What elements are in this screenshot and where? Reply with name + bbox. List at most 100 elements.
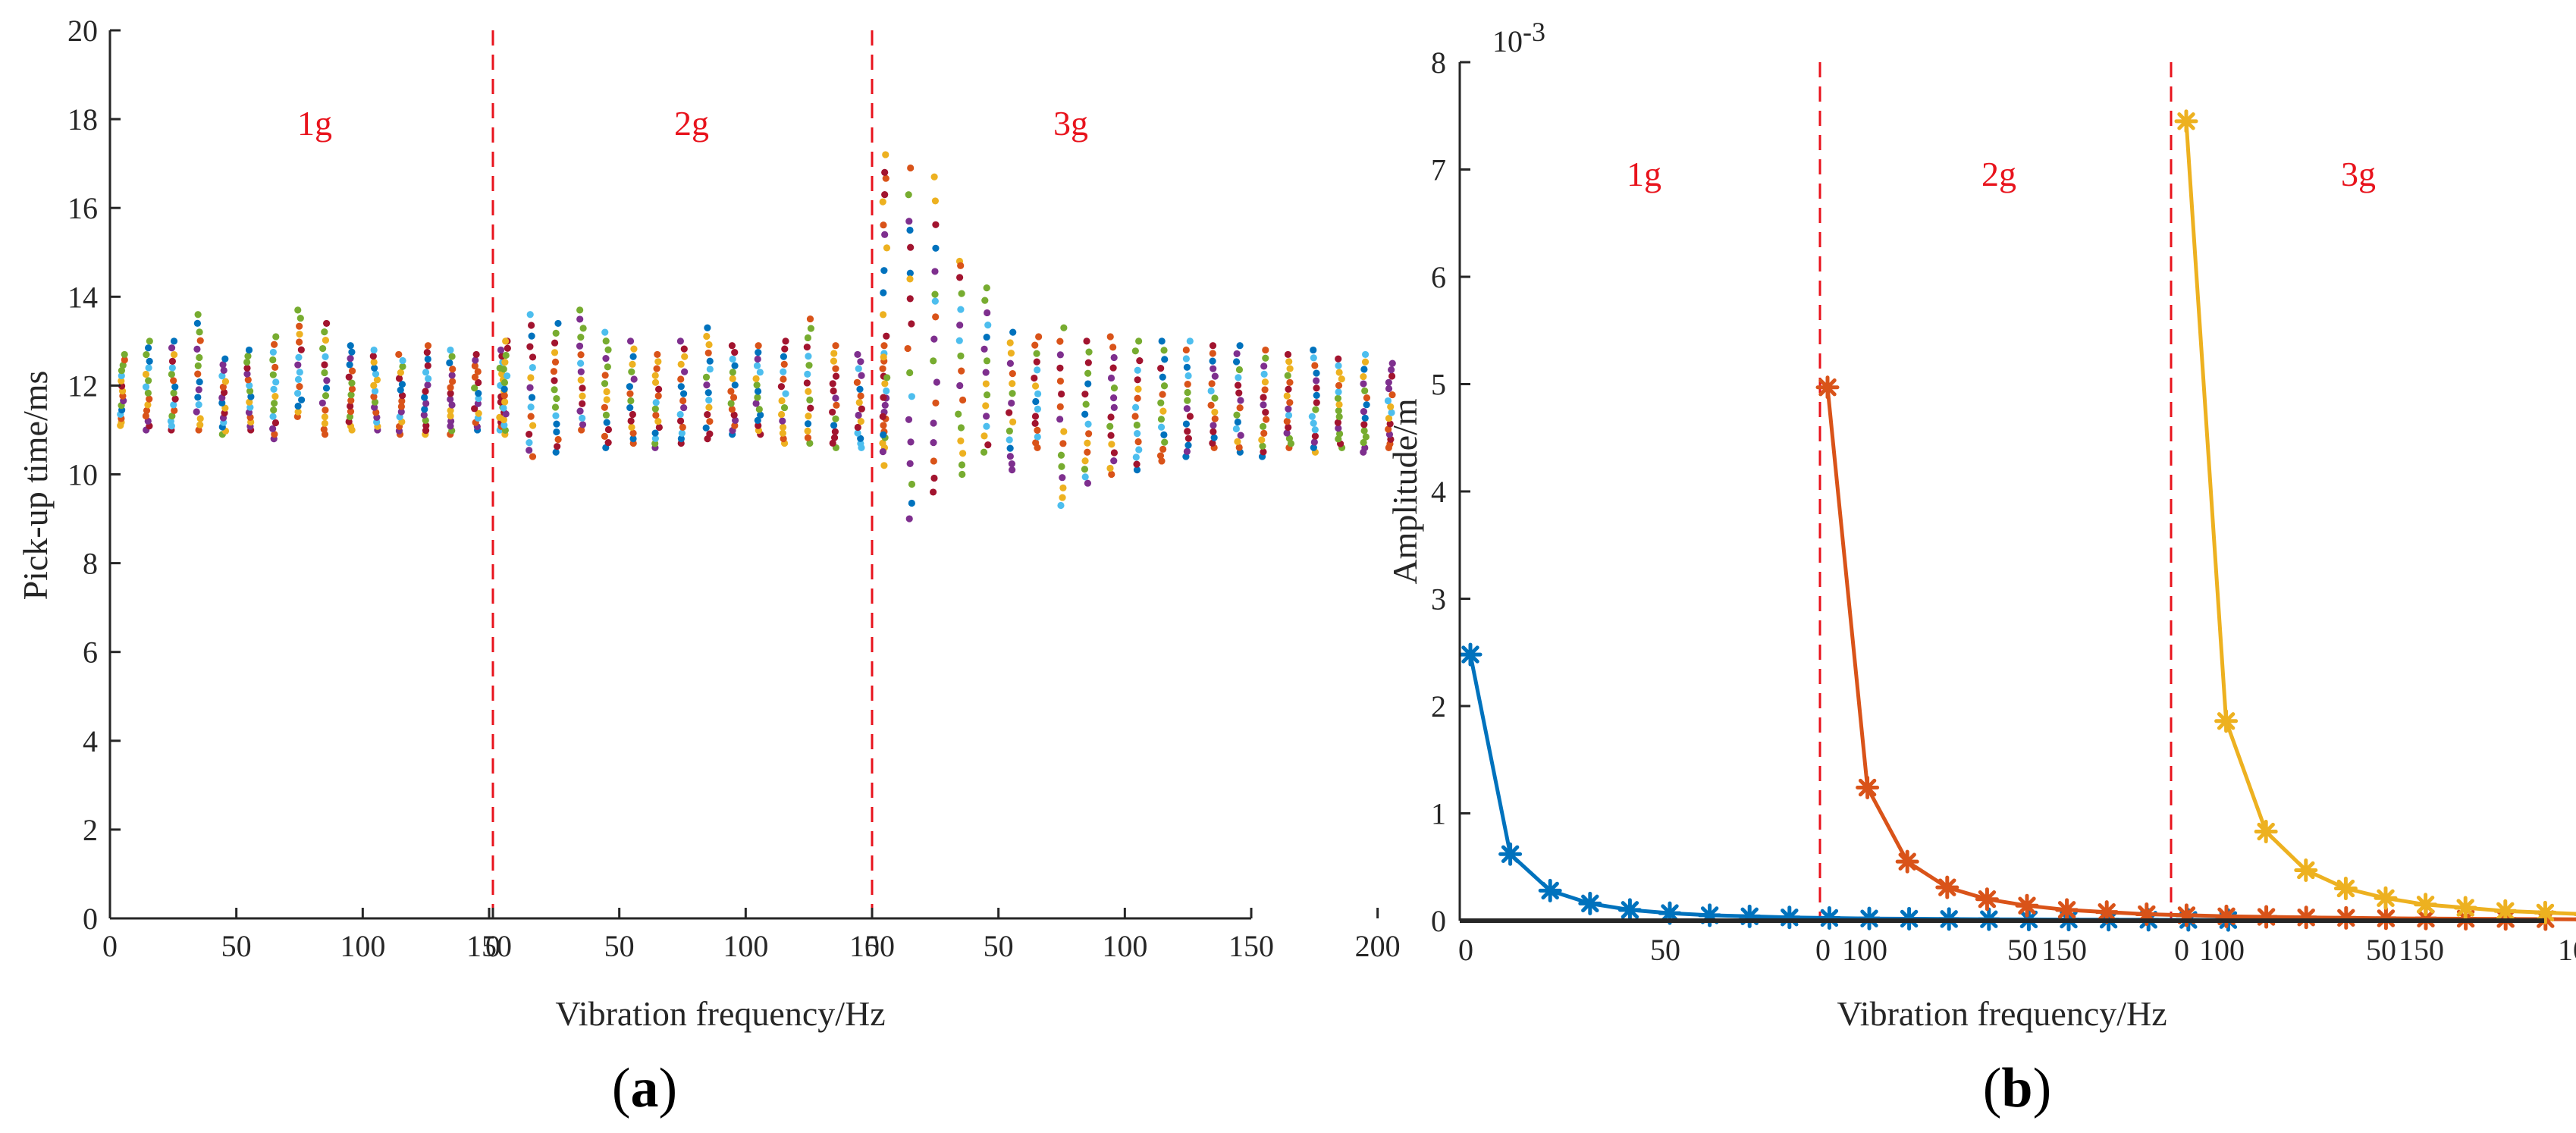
panel-a-x-tick-label: 0 xyxy=(102,929,118,963)
panel-a-data-point xyxy=(196,353,203,362)
panel-a-data-point xyxy=(1006,427,1013,435)
panel-a-data-point xyxy=(271,400,278,407)
panel-b-y-tick-label: 2 xyxy=(1431,689,1446,723)
panel-a-data-point xyxy=(853,378,861,386)
panel-a-data-point xyxy=(706,418,714,425)
panel-b-asterisk-marker xyxy=(1817,905,1841,930)
panel-a-data-point xyxy=(676,417,685,425)
panel-a-data-point xyxy=(1031,341,1039,349)
panel-a-data-point xyxy=(171,383,179,391)
panel-a-data-point xyxy=(1363,394,1371,402)
panel-a-data-point xyxy=(905,515,913,523)
panel-a-data-point xyxy=(883,244,891,252)
panel-a-data-point xyxy=(1084,420,1092,428)
panel-a-data-point xyxy=(1260,362,1268,370)
panel-b-x-tick-label: 0 xyxy=(1458,933,1473,967)
panel-a-data-point xyxy=(779,417,786,425)
panel-a-data-point xyxy=(1232,358,1241,366)
panel-a-data-point xyxy=(754,388,762,395)
panel-a-data-point xyxy=(983,357,991,365)
panel-a-data-point xyxy=(806,315,814,323)
panel-a-data-point xyxy=(727,388,735,395)
panel-a-data-point xyxy=(628,368,635,375)
panel-a-data-point xyxy=(1262,416,1270,423)
panel-a-data-point xyxy=(272,378,280,386)
panel-a-data-point xyxy=(1133,460,1141,468)
panel-a-data-point xyxy=(1031,382,1040,390)
panel-a-data-point xyxy=(371,388,379,395)
panel-a-data-point xyxy=(348,385,356,393)
panel-a-data-point xyxy=(1108,441,1115,448)
panel-a-data-point xyxy=(1259,422,1267,430)
panel-a-data-point xyxy=(1283,418,1291,425)
panel-a-data-point xyxy=(370,381,378,389)
panel-a-data-point xyxy=(372,370,380,378)
panel-a-data-point xyxy=(857,440,864,447)
panel-a-data-point xyxy=(929,488,937,496)
panel-a-x-tick-label: 100 xyxy=(1102,929,1147,963)
panel-a-data-point xyxy=(1237,432,1244,439)
panel-a-data-point xyxy=(959,396,967,404)
panel-b-series-2g xyxy=(1815,375,2576,931)
panel-a-data-point xyxy=(651,435,659,442)
panel-a-data-point xyxy=(194,311,202,319)
panel-a-data-point xyxy=(1085,348,1093,356)
panel-a-data-point xyxy=(1032,439,1040,447)
panel-a-data-point xyxy=(1161,356,1169,363)
panel-a-data-point xyxy=(270,341,278,348)
panel-a-data-point xyxy=(727,400,735,407)
panel-a-data-point xyxy=(804,427,811,435)
panel-a-data-point xyxy=(858,405,865,413)
panel-a-data-point xyxy=(955,337,963,344)
panel-a-data-point xyxy=(1134,430,1141,438)
panel-a-data-point xyxy=(398,381,406,388)
panel-a-data-point xyxy=(755,342,762,350)
panel-a-data-point xyxy=(1313,384,1320,392)
panel-a-data-point xyxy=(119,392,127,400)
panel-a-data-point xyxy=(1107,413,1115,421)
panel-a-data-point xyxy=(603,396,610,403)
panel-a-data-point xyxy=(1209,439,1216,447)
panel-a-data-point xyxy=(854,350,861,359)
panel-a-data-point xyxy=(500,378,509,387)
panel-a-y-tick-label: 18 xyxy=(67,102,98,137)
panel-a-data-point xyxy=(1211,372,1219,380)
panel-a-data-point xyxy=(345,373,353,381)
panel-a-data-point xyxy=(475,378,482,387)
panel-a-data-point xyxy=(1310,354,1317,362)
panel-a-data-point xyxy=(881,380,889,388)
panel-b-asterisk-marker xyxy=(1815,375,1840,400)
panel-a-data-point xyxy=(829,408,836,416)
panel-a-data-point xyxy=(171,406,178,414)
panel-a-data-point xyxy=(1106,333,1114,341)
panel-a-data-point xyxy=(729,355,736,363)
panel-a-data-point xyxy=(1008,460,1015,468)
panel-a-data-point xyxy=(782,337,789,345)
panel-a-data-point xyxy=(982,369,990,376)
panel-a-data-point xyxy=(907,438,915,446)
panel-a-data-point xyxy=(1313,391,1320,399)
panel-a-data-point xyxy=(983,391,991,399)
panel-a-x-axis-label: Vibration frequency/Hz xyxy=(555,994,885,1033)
panel-a-data-point xyxy=(880,342,888,350)
panel-b-asterisk-stroke xyxy=(1501,845,1520,863)
panel-a-data-point xyxy=(1286,378,1294,386)
panel-a-data-point xyxy=(1085,430,1093,438)
panel-a-x-tick-label: 100 xyxy=(340,929,385,963)
panel-a-data-point xyxy=(855,365,862,372)
panel-a-data-point xyxy=(880,267,888,275)
panel-a-data-point xyxy=(857,418,864,425)
panel-a-data-point xyxy=(1184,428,1191,435)
panel-a-data-point xyxy=(145,364,152,372)
panel-b-x-tick-label: 100 xyxy=(1842,933,1887,967)
panel-a-data-point xyxy=(526,447,533,454)
panel-b-region-label: 3g xyxy=(2341,155,2376,193)
panel-a-data-point xyxy=(526,343,534,350)
panel-b-asterisk-marker xyxy=(1777,905,1802,930)
panel-a-data-point xyxy=(883,374,891,381)
panel-a-data-point xyxy=(371,398,379,406)
panel-a-data-point xyxy=(322,392,330,400)
panel-a-data-point xyxy=(984,322,992,329)
panel-a-data-point xyxy=(527,374,535,381)
panel-a-data-point xyxy=(706,357,714,365)
